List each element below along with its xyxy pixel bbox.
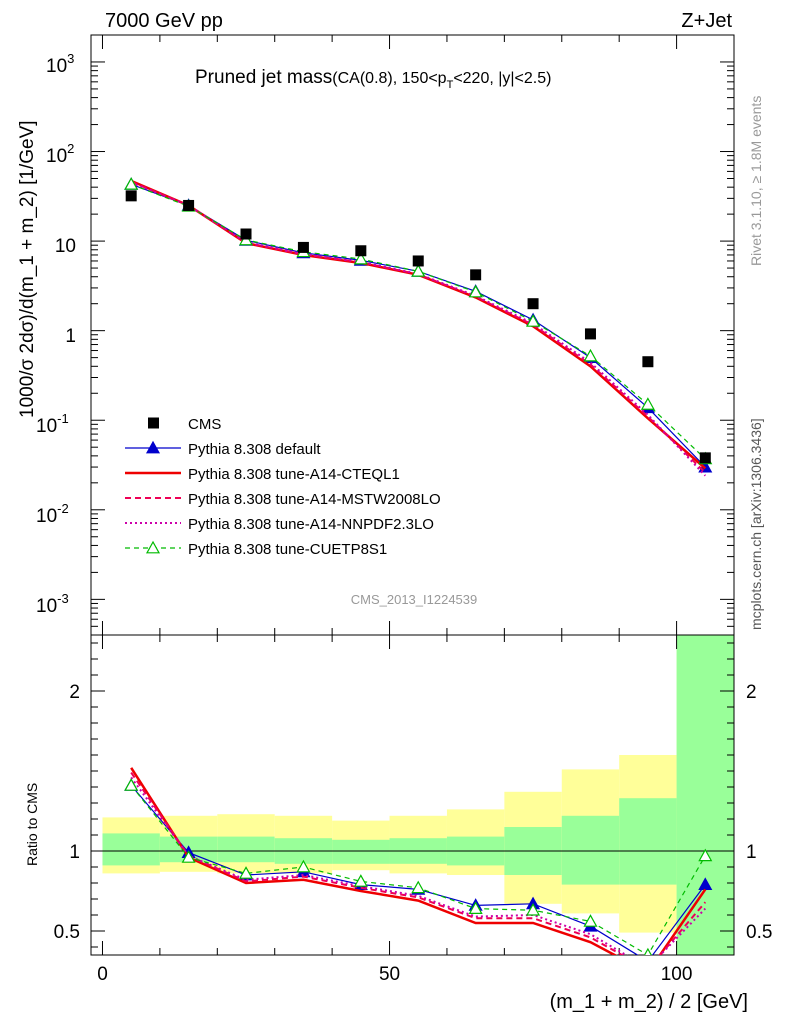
- ratio-ytick-label-right: 1: [746, 842, 757, 863]
- ratio-series-point-4: [124, 778, 139, 791]
- ratio-series-point-4: [296, 859, 311, 873]
- cms-data-point: [355, 245, 367, 257]
- main-y-axis-label: 1000/σ 2dσ)/d(m_1 + m_2) [1/GeV]: [17, 120, 38, 418]
- legend-marker-0: [145, 440, 161, 454]
- legend-marker-4: [145, 540, 161, 554]
- stat-band-bin: [676, 635, 734, 955]
- cms-data-point: [699, 452, 711, 464]
- ratio-uncertainty-bands: [91, 635, 734, 955]
- ratio-series-line-1: [130, 767, 707, 955]
- ratio-series-line-2: [130, 772, 707, 955]
- ratio-series-point-4: [238, 866, 254, 879]
- ratio-ytick-label-right: 2: [746, 682, 757, 703]
- main-series-point-4: [640, 397, 655, 410]
- main-series-point-4: [411, 264, 426, 277]
- main-series-point-4: [124, 177, 139, 190]
- ytick-label-1e3: 103: [46, 51, 74, 77]
- cms-data-point: [297, 241, 309, 253]
- ratio-series-point-4: [583, 914, 598, 927]
- legend: CMS Pythia 8.308 default Pythia 8.308 tune…: [125, 416, 441, 558]
- ratio-axis-ticks: 0.5 0.5 1 1 2 2 0 50 100: [54, 635, 772, 985]
- ratio-series-point-4: [353, 874, 368, 887]
- ytick-label-10: 10: [55, 236, 76, 257]
- ratio-plot-frame: [90, 634, 735, 956]
- ratio-series-point-4: [181, 850, 196, 863]
- main-series-point-4: [468, 284, 483, 298]
- ratio-ytick-label: 1: [69, 842, 80, 863]
- main-series-point-4: [583, 348, 598, 362]
- main-axis-ticks: [91, 34, 735, 636]
- cms-data-point: [125, 190, 137, 202]
- ytick-label-1e-1: 10-1: [36, 411, 69, 437]
- main-y-tick-labels: 10-3 10-2 10-1 1 10 102 103: [36, 51, 76, 617]
- analysis-id: CMS_2013_I1224539: [351, 592, 478, 607]
- xtick-label: 100: [661, 964, 693, 985]
- x-axis-label: (m_1 + m_2) / 2 [GeV]: [550, 991, 748, 1013]
- stat-band-bin: [102, 833, 160, 866]
- cms-data-point: [642, 356, 654, 368]
- ratio-series-point-4: [468, 901, 483, 915]
- stat-band-bin: [332, 839, 390, 864]
- ratio-y-axis-label: Ratio to CMS: [24, 783, 40, 866]
- legend-label-0: Pythia 8.308 default: [188, 441, 321, 458]
- cms-data-point: [470, 269, 482, 281]
- cms-data-point: [584, 328, 596, 340]
- ytick-label-1e-2: 10-2: [36, 501, 69, 527]
- ytick-label-1: 1: [65, 326, 76, 347]
- energy-label: 7000 GeV pp: [105, 10, 223, 32]
- main-series-point-4: [353, 251, 368, 265]
- process-label: Z+Jet: [681, 10, 732, 32]
- ratio-series-point-4: [698, 848, 713, 862]
- ratio-ytick-label: 2: [69, 682, 80, 703]
- legend-label-1: Pythia 8.308 tune-A14-CTEQL1: [188, 466, 400, 483]
- ratio-series-point-4: [643, 947, 652, 955]
- stat-band-bin: [217, 836, 275, 863]
- rivet-label: Rivet 3.1.10, ≥ 1.8M events: [748, 96, 764, 266]
- mcplots-label: mcplots.cern.ch [arXiv:1306.3436]: [748, 418, 764, 630]
- legend-marker-cms: [148, 417, 159, 429]
- legend-label-2: Pythia 8.308 tune-A14-MSTW2008LO: [188, 491, 441, 508]
- ratio-series-group: [124, 767, 713, 955]
- ratio-series-point-4: [526, 902, 541, 916]
- xtick-label: 50: [379, 964, 400, 985]
- legend-label-cms: CMS: [188, 416, 221, 433]
- ytick-label-1e2: 102: [46, 141, 74, 167]
- stat-band-bin: [561, 815, 620, 885]
- legend-label-3: Pythia 8.308 tune-A14-NNPDF2.3LO: [188, 516, 434, 533]
- legend-label-4: Pythia 8.308 tune-CUETP8S1: [188, 541, 387, 558]
- main-series-group: [124, 177, 713, 477]
- xtick-label: 0: [97, 964, 108, 985]
- main-series-point-4: [526, 314, 541, 327]
- cms-data-point: [412, 255, 424, 267]
- cms-data-point: [183, 199, 195, 211]
- ratio-ytick-label: 0.5: [54, 922, 80, 943]
- cms-data-point: [240, 228, 252, 240]
- ytick-label-1e-3: 10-3: [36, 591, 69, 617]
- ratio-series-point-0: [647, 954, 649, 955]
- ratio-ytick-label-right: 0.5: [746, 922, 772, 943]
- stat-band-bin: [619, 798, 677, 885]
- ratio-series-point-4: [411, 880, 426, 894]
- cms-data-point: [527, 298, 539, 310]
- plot-title: Pruned jet mass(CA(0.8), 150<pT<220, |y|…: [195, 67, 551, 91]
